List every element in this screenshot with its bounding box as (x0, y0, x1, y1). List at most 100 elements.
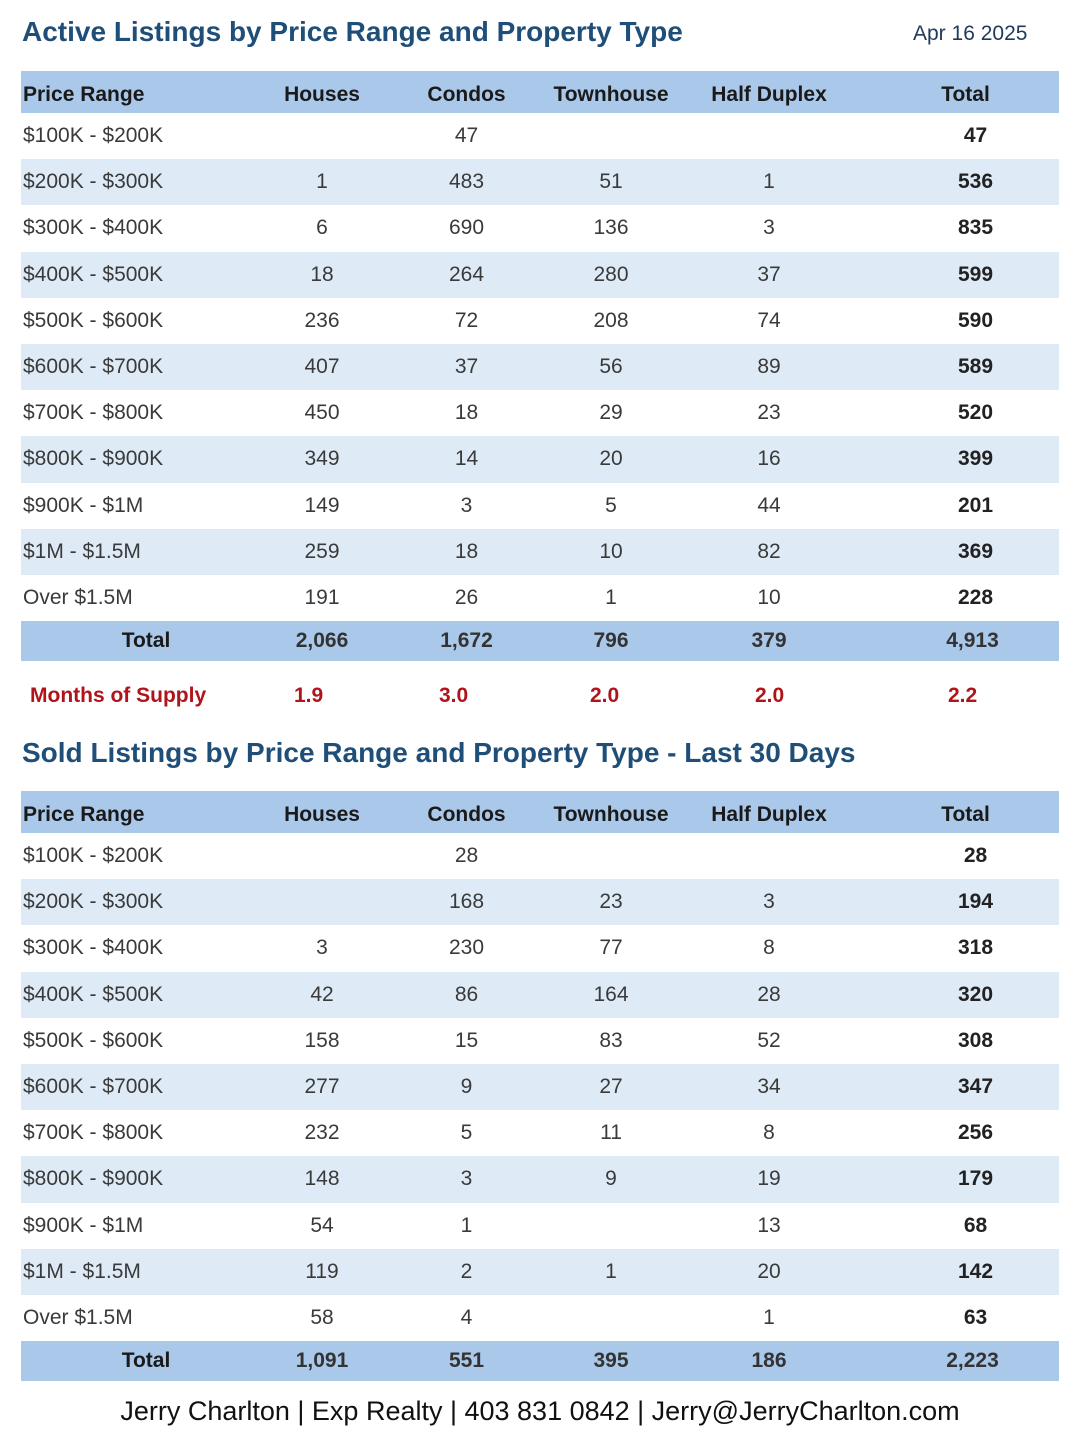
column-header: Price Range (23, 83, 145, 106)
table-row: $900K - $1M 149 3 5 44 201 (21, 483, 1059, 529)
table-row: $800K - $900K 148 3 9 19 179 (21, 1156, 1059, 1203)
column-header: Houses (284, 83, 360, 106)
count-cell (550, 113, 672, 159)
count-cell: 77 (599, 936, 623, 960)
count-cell: 407 (304, 355, 340, 379)
count-cell (672, 113, 866, 159)
table-body: $100K - $200K 47 47 $200K - $300K 1 483 51 1 536… (21, 113, 1059, 621)
column-header: Half Duplex (711, 803, 827, 826)
count-cell: 23 (599, 890, 623, 914)
count-cell: 1 (763, 1305, 775, 1329)
row-total-cell: 347 (957, 1075, 994, 1099)
count-cell: 149 (304, 493, 340, 517)
price-range-cell: $100K - $200K (23, 844, 164, 868)
count-cell: 26 (454, 585, 479, 609)
price-range-cell: $500K - $600K (23, 1028, 164, 1052)
sold-listings-title: Sold Listings by Price Range and Propert… (22, 737, 856, 768)
count-cell: 3 (460, 493, 473, 517)
count-cell: 27 (599, 1075, 623, 1099)
row-total-cell: 590 (957, 308, 994, 332)
price-range-cell: Over $1.5M (23, 1305, 133, 1329)
count-cell: 8 (763, 936, 775, 960)
table-row: $400K - $500K 18 264 280 37 599 (21, 251, 1059, 298)
row-total-cell: 399 (957, 447, 994, 471)
column-total-cell: 395 (593, 1349, 629, 1373)
row-total-cell: 201 (957, 493, 994, 517)
count-cell: 264 (448, 262, 485, 286)
count-cell: 1 (316, 170, 328, 194)
count-cell (261, 833, 383, 879)
contact-footer: Jerry Charlton | Exp Realty | 403 831 08… (120, 1396, 960, 1426)
column-total-cell: 186 (751, 1349, 787, 1373)
months-of-supply-condos: 3.0 (439, 684, 469, 707)
price-range-cell: $800K - $900K (23, 447, 164, 471)
row-total-cell: 835 (957, 216, 994, 240)
count-cell: 349 (304, 447, 340, 471)
count-cell: 34 (757, 1075, 781, 1099)
count-cell: 10 (757, 585, 781, 609)
count-cell: 44 (757, 493, 781, 517)
count-cell: 14 (454, 447, 479, 471)
column-header: Townhouse (553, 83, 669, 106)
count-cell: 2 (460, 1259, 473, 1283)
months-of-supply-label: Months of Supply (30, 684, 207, 707)
count-cell: 52 (757, 1028, 781, 1052)
price-range-cell: $900K - $1M (23, 1213, 144, 1237)
count-cell (672, 833, 866, 879)
count-cell: 54 (310, 1213, 334, 1237)
row-total-cell: 318 (957, 936, 994, 960)
count-cell: 72 (454, 308, 479, 332)
column-total-cell: 4,913 (946, 629, 999, 653)
count-cell: 10 (599, 539, 623, 563)
count-cell: 18 (454, 539, 479, 563)
count-cell: 11 (600, 1121, 622, 1145)
row-total-cell: 194 (957, 890, 994, 914)
count-cell: 18 (310, 262, 334, 286)
table-row: $700K - $800K 450 18 29 23 520 (21, 390, 1059, 436)
count-cell: 23 (757, 401, 781, 425)
total-label: Total (121, 1349, 171, 1373)
count-cell: 280 (593, 262, 629, 286)
count-cell: 483 (448, 170, 485, 194)
table-body: $100K - $200K 28 28 $200K - $300K 168 23 3 194 $… (21, 833, 1059, 1341)
count-cell (261, 879, 383, 925)
table-row: $500K - $600K 158 15 83 52 308 (21, 1018, 1059, 1064)
count-cell: 13 (757, 1213, 781, 1237)
count-cell: 8 (763, 1121, 775, 1145)
row-total-cell: 63 (963, 1305, 988, 1329)
count-cell: 5 (605, 493, 617, 517)
count-cell: 37 (757, 262, 781, 286)
table-row: $400K - $500K 42 86 164 28 320 (21, 971, 1059, 1018)
report-date: Apr 16 2025 (913, 22, 1028, 45)
count-cell: 230 (448, 936, 485, 960)
count-cell: 9 (460, 1075, 473, 1099)
table-row: $200K - $300K 168 23 3 194 (21, 879, 1059, 926)
count-cell: 277 (304, 1075, 340, 1099)
count-cell: 208 (593, 308, 629, 332)
months-of-supply-townhouse: 2.0 (590, 684, 620, 707)
active-listings-title: Active Listings by Price Range and Prope… (22, 16, 683, 47)
count-cell (550, 1203, 672, 1249)
count-cell (550, 1295, 672, 1341)
price-range-cell: $200K - $300K (23, 170, 164, 194)
column-total-cell: 2,223 (946, 1349, 999, 1373)
price-range-cell: $1M - $1.5M (23, 1259, 141, 1283)
row-total-cell: 599 (957, 262, 994, 286)
row-total-cell: 68 (963, 1213, 988, 1237)
row-total-cell: 256 (957, 1121, 994, 1145)
total-label: Total (121, 629, 171, 653)
count-cell: 19 (757, 1167, 781, 1191)
price-range-cell: $1M - $1.5M (23, 539, 141, 563)
column-header: Total (941, 83, 990, 106)
months-of-supply-row: Months of Supply 1.9 3.0 2.0 2.0 2.2 (21, 678, 1059, 718)
count-cell: 232 (304, 1121, 340, 1145)
count-cell: 82 (757, 539, 781, 563)
table-header: Price Range Houses Condos Townhouse Half Dup… (21, 71, 1059, 113)
count-cell: 6 (316, 216, 328, 240)
column-header: Half Duplex (711, 83, 827, 106)
count-cell: 164 (593, 982, 629, 1006)
price-range-cell: $300K - $400K (23, 216, 164, 240)
row-total-cell: 589 (957, 355, 994, 379)
table-total-row: Total 1,091 551 395 186 2,223 (21, 1341, 1059, 1382)
price-range-cell: $800K - $900K (23, 1167, 164, 1191)
